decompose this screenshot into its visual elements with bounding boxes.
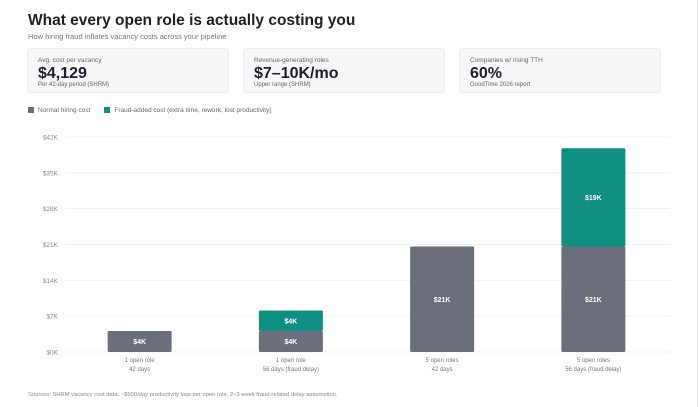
y-tick-label: $14K [43,278,59,285]
stat-label: Avg. cost per vacancy [38,57,102,64]
stat-note: Per 42-day period (SHRM) [38,82,110,88]
bar-normal-cost [410,246,475,352]
sources-note: Sources: SHRM vacancy cost data, ~$500/d… [28,392,338,398]
y-tick-label: $21K [43,242,59,249]
x-tick-label: 42 days [432,367,453,373]
bar-normal-cost [258,331,323,352]
bar-value-label: $4K [133,339,146,346]
stat-value: $4,129 [38,65,87,82]
stat-card-revenue-roles: Revenue-generating roles $7–10K/mo Upper… [243,48,445,93]
y-tick-label: $7K [46,314,58,321]
stacked-bar-chart: $0K $7K $14K $21K $28K $35K $42K $4K 1 open role… [43,135,670,373]
bar-normal-cost [561,246,626,352]
bar-fraud-cost [561,148,626,247]
page-title: What every open role is actually costing… [28,12,356,29]
bar-value-label: $21K [585,297,602,304]
y-tick-label: $35K [43,170,59,177]
bar-value-label: $4K [284,318,297,325]
bar-normal-cost [107,331,172,352]
bar-value-label: $19K [585,195,602,202]
stat-note: Upper range (SHRM) [254,82,311,88]
page-subtitle: How hiring fraud inflates vacancy costs … [28,32,227,41]
stat-value: 60% [470,65,503,82]
x-tick-label: 1 open role [276,358,307,364]
stat-card-avg-cost: Avg. cost per vacancy $4,129 Per 42-day … [27,48,229,93]
legend-swatch-fraud [104,107,111,113]
legend-item-fraud: Fraud-added cost (extra time, rework, lo… [104,107,272,114]
chart-legend: Normal hiring cost Fraud-added cost (ext… [28,107,272,114]
x-tick-label: 56 days (fraud delay) [565,367,621,373]
legend-item-normal: Normal hiring cost [28,107,90,114]
x-tick-label: 5 open roles [426,358,459,364]
stat-note: GoodTime 2026 report [470,82,531,88]
legend-swatch-normal [28,107,34,113]
window-edge [697,0,698,407]
legend-label: Normal hiring cost [38,107,91,114]
x-tick-label: 42 days [129,367,150,373]
bar-value-label: $4K [284,339,297,346]
stat-value: $7–10K/mo [254,65,339,82]
y-tick-label: $42K [43,135,59,142]
bar-value-label: $21K [434,297,451,304]
stat-label: Companies w/ rising TTH [470,57,543,64]
stat-card-rising-tth: Companies w/ rising TTH 60% GoodTime 202… [459,48,661,93]
y-tick-label: $28K [43,206,59,213]
y-tick-label: $0K [46,350,58,357]
x-tick-label: 5 open roles [577,358,610,364]
x-tick-label: 56 days (fraud delay) [263,367,319,373]
bar-fraud-cost [258,310,323,332]
stat-label: Revenue-generating roles [254,57,329,64]
legend-label: Fraud-added cost (extra time, rework, lo… [114,107,272,114]
stat-cards: Avg. cost per vacancy $4,129 Per 42-day … [27,48,661,93]
x-tick-label: 1 open role [125,358,156,364]
